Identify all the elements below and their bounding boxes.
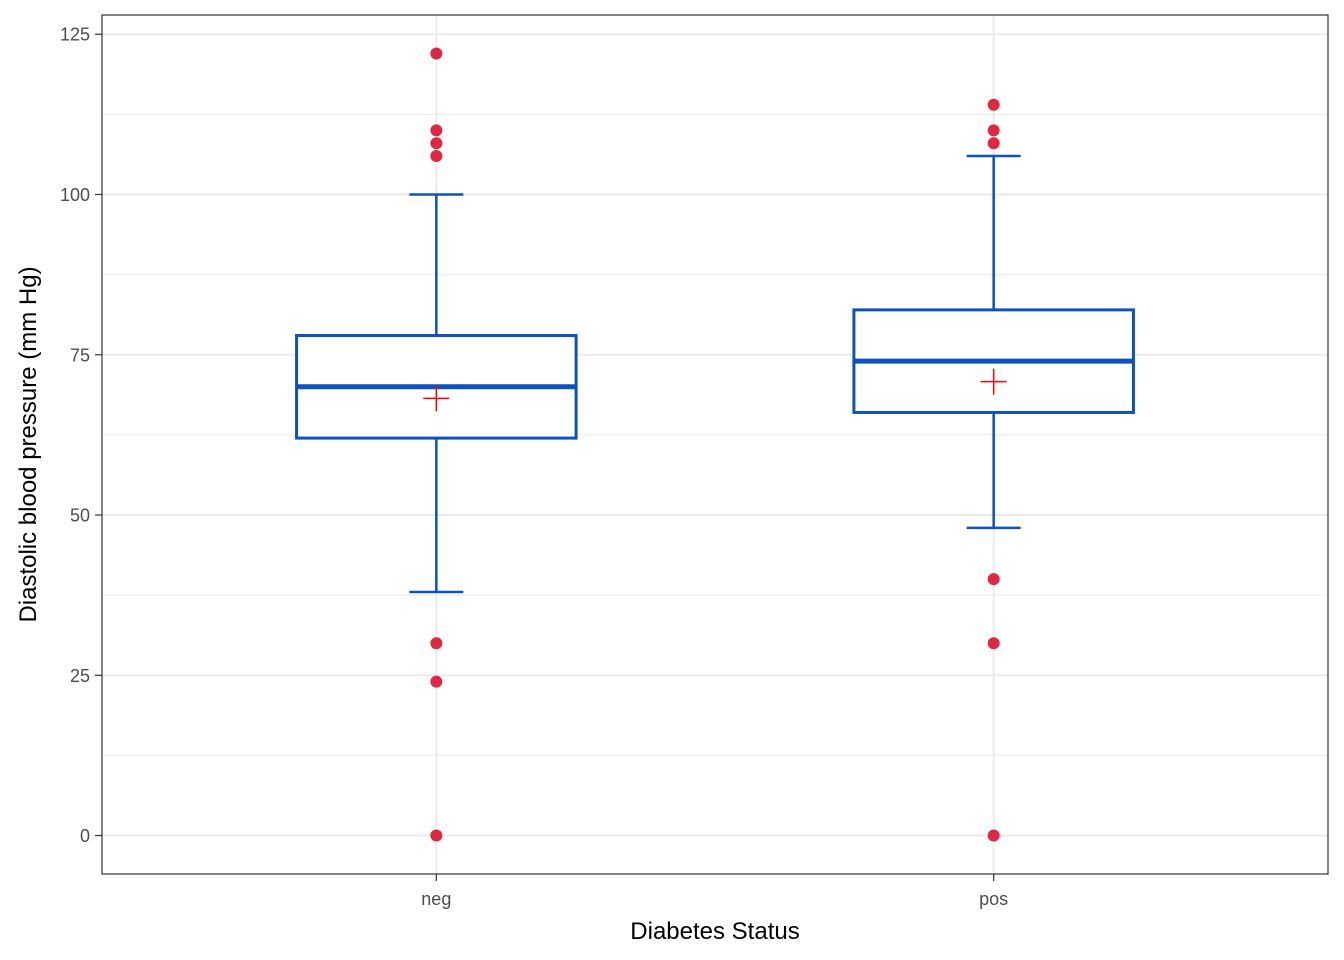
outlier-point	[987, 137, 1000, 150]
outlier-point	[430, 829, 443, 842]
y-tick-label: 25	[70, 666, 90, 686]
outlier-point	[430, 124, 443, 137]
y-tick-label: 50	[70, 506, 90, 526]
outlier-point	[430, 637, 443, 650]
y-axis-title: Diastolic blood pressure (mm Hg)	[15, 266, 42, 622]
grid-lines	[102, 15, 1328, 874]
outlier-point	[987, 637, 1000, 650]
y-tick-label: 0	[80, 826, 90, 846]
outlier-point	[430, 137, 443, 150]
outlier-point	[987, 829, 1000, 842]
outlier-point	[987, 98, 1000, 111]
box-group-pos	[852, 98, 1135, 842]
panel-background	[102, 15, 1328, 874]
x-tick-label: neg	[421, 889, 451, 909]
panel-border	[101, 14, 1329, 875]
outlier-point	[430, 150, 443, 163]
box-group-neg	[295, 47, 578, 842]
boxes	[295, 47, 1135, 842]
outlier-point	[987, 573, 1000, 586]
x-axis-title: Diabetes Status	[630, 918, 799, 945]
y-tick-label: 125	[60, 25, 90, 45]
outlier-point	[987, 124, 1000, 137]
axes: 0 25 50 75 100 125 neg pos	[60, 25, 1008, 909]
y-tick-label: 100	[60, 185, 90, 205]
outlier-point	[430, 47, 443, 60]
x-tick-label: pos	[979, 889, 1008, 909]
y-tick-label: 75	[70, 345, 90, 365]
outlier-point	[430, 675, 443, 688]
